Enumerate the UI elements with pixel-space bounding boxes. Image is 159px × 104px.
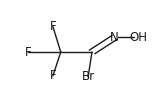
Text: F: F [50, 20, 56, 33]
Text: Br: Br [82, 70, 95, 83]
Text: OH: OH [130, 31, 148, 44]
Text: N: N [110, 31, 119, 44]
Text: F: F [25, 46, 31, 58]
Text: F: F [50, 69, 56, 82]
